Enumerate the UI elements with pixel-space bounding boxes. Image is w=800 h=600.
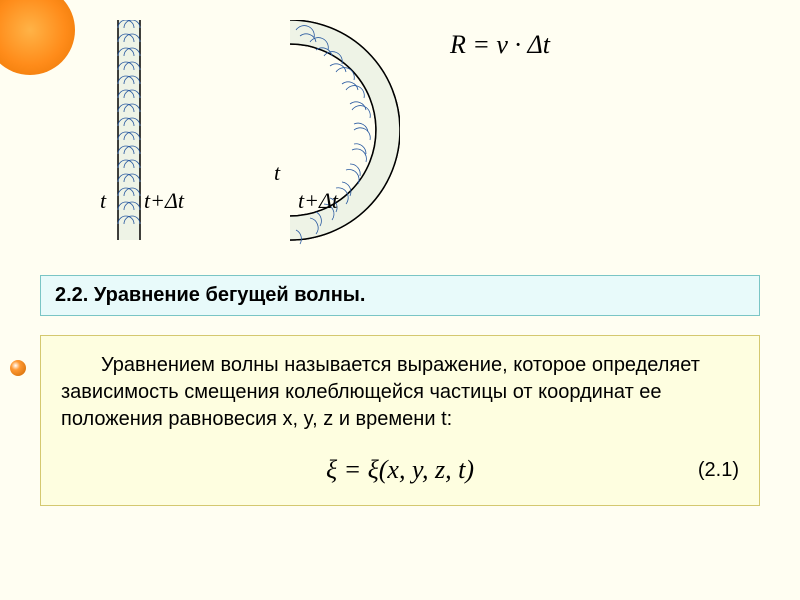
planar-wave xyxy=(118,20,140,240)
spherical-label-tdt: t+Δt xyxy=(298,188,338,214)
planar-label-tdt: t+Δt xyxy=(144,188,184,214)
wavefront-diagram: t t+Δt t t+Δt xyxy=(100,20,400,260)
body-box: Уравнением волны называется выражение, к… xyxy=(40,335,760,506)
planar-label-t: t xyxy=(100,188,106,214)
section-title: 2.2. Уравнение бегущей волны. xyxy=(40,275,760,316)
wave-equation: ξ = ξ(x, y, z, t) xyxy=(326,455,474,485)
equation-row: ξ = ξ(x, y, z, t) (2.1) xyxy=(61,455,739,485)
corner-accent xyxy=(0,0,75,75)
bullet-icon xyxy=(10,360,26,376)
formula-radius: R = v · Δt xyxy=(450,30,550,60)
equation-number: (2.1) xyxy=(698,459,739,482)
body-paragraph: Уравнением волны называется выражение, к… xyxy=(61,352,739,433)
spherical-label-t: t xyxy=(274,160,280,186)
